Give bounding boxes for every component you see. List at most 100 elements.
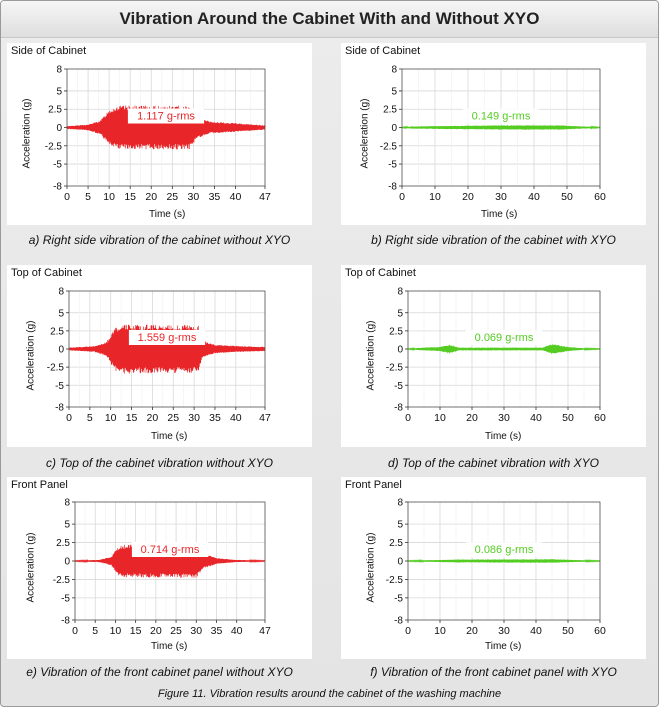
x-tick-label: 20 bbox=[462, 191, 474, 203]
x-tick-label: 10 bbox=[105, 412, 117, 424]
chart-d: 852.50-2.5-5-80 10 20 30 40 50 600.069 g-rms bbox=[386, 287, 606, 425]
y-tick-label: -8 bbox=[53, 182, 62, 193]
annotation-box bbox=[127, 108, 205, 124]
x-tick-label: 10 bbox=[434, 625, 446, 637]
y-tick-label: -8 bbox=[388, 182, 397, 193]
y-tick-label: -8 bbox=[394, 403, 403, 414]
y-tick-label: 5 bbox=[397, 308, 403, 319]
x-tick-label: 30 bbox=[498, 412, 510, 424]
x-tick-label: 35 bbox=[209, 412, 221, 424]
x-tick-label: 0 bbox=[66, 412, 72, 424]
x-tick-label: 40 bbox=[528, 191, 540, 203]
y-tick-label: 2.5 bbox=[389, 326, 403, 337]
x-tick-label: 47 bbox=[259, 412, 271, 424]
x-tick-label: 15 bbox=[126, 412, 138, 424]
caption-d: d) Top of the cabinet vibration with XYO bbox=[387, 456, 599, 470]
panel-c: Top of Cabinet Acceleration (g) Time (s)… bbox=[7, 265, 312, 447]
panel-title: Front Panel bbox=[11, 479, 68, 491]
rms-annotation: 0.086 g-rms bbox=[475, 544, 534, 556]
y-tick-label: 8 bbox=[58, 287, 64, 298]
y-tick-label: -5 bbox=[388, 160, 397, 171]
rms-annotation: 0.069 g-rms bbox=[475, 332, 534, 344]
x-axis-label: Time (s) bbox=[481, 209, 518, 220]
y-tick-label: 5 bbox=[397, 520, 403, 531]
x-tick-label: 40 bbox=[230, 412, 242, 424]
signal-series bbox=[401, 125, 601, 130]
x-tick-label: 25 bbox=[170, 625, 182, 637]
x-tick-label: 15 bbox=[124, 191, 136, 203]
y-tick-label: 5 bbox=[391, 86, 397, 97]
y-tick-label: 8 bbox=[391, 65, 397, 76]
title-bar: Vibration Around the Cabinet With and Wi… bbox=[1, 1, 658, 38]
y-tick-label: -5 bbox=[394, 593, 403, 604]
panel-d: Top of Cabinet Acceleration (g) Time (s)… bbox=[341, 265, 646, 447]
annotation-box bbox=[131, 542, 209, 557]
y-tick-label: 5 bbox=[56, 86, 62, 97]
y-tick-label: 2.5 bbox=[389, 538, 403, 549]
x-tick-label: 35 bbox=[209, 191, 221, 203]
chart-e: 852.50-2.5-5-80 5 10 15 20 25 30 35 40 470.714 g-… bbox=[53, 498, 271, 638]
annotation-box bbox=[128, 330, 206, 345]
x-axis-label: Time (s) bbox=[485, 641, 522, 652]
x-tick-label: 30 bbox=[188, 191, 200, 203]
x-tick-label: 30 bbox=[495, 191, 507, 203]
x-tick-label: 47 bbox=[259, 191, 271, 203]
x-tick-label: 10 bbox=[429, 191, 441, 203]
figure-caption: Figure 11. Vibration results around the … bbox=[157, 688, 502, 700]
signal-series bbox=[407, 558, 601, 564]
x-tick-label: 10 bbox=[103, 191, 115, 203]
y-tick-label: 0 bbox=[58, 345, 64, 356]
x-tick-label: 5 bbox=[87, 412, 93, 424]
x-tick-label: 20 bbox=[466, 412, 478, 424]
x-tick-label: 40 bbox=[231, 625, 243, 637]
y-tick-label: -8 bbox=[61, 616, 70, 627]
x-tick-label: 20 bbox=[466, 625, 478, 637]
rms-annotation: 0.714 g-rms bbox=[141, 544, 200, 556]
x-tick-label: 60 bbox=[594, 191, 606, 203]
x-tick-label: 0 bbox=[405, 625, 411, 637]
caption-b: b) Right side vibration of the cabinet w… bbox=[371, 233, 616, 247]
y-tick-label: -5 bbox=[394, 381, 403, 392]
x-tick-label: 10 bbox=[110, 625, 122, 637]
rms-annotation: 1.117 g-rms bbox=[137, 111, 195, 123]
y-tick-label: 5 bbox=[58, 308, 64, 319]
y-tick-label: 0 bbox=[391, 123, 397, 134]
y-tick-label: 8 bbox=[397, 498, 403, 509]
panel-title: Front Panel bbox=[345, 479, 402, 491]
x-tick-label: 35 bbox=[211, 625, 223, 637]
y-tick-label: -2.5 bbox=[386, 363, 404, 374]
y-tick-label: -2.5 bbox=[53, 575, 71, 586]
y-tick-label: -5 bbox=[61, 593, 70, 604]
main-title: Vibration Around the Cabinet With and Wi… bbox=[119, 9, 540, 28]
caption-f: f) Vibration of the front cabinet panel … bbox=[370, 665, 617, 679]
annotation-box bbox=[462, 108, 540, 124]
x-axis-label: Time (s) bbox=[485, 431, 522, 442]
y-tick-label: 0 bbox=[397, 345, 403, 356]
x-tick-label: 0 bbox=[64, 191, 70, 203]
y-tick-label: 2.5 bbox=[48, 105, 62, 116]
chart-f: 852.50-2.5-5-80 10 20 30 40 50 600.086 g-rms bbox=[386, 498, 606, 638]
y-tick-label: -5 bbox=[53, 160, 62, 171]
annotation-box bbox=[465, 330, 543, 345]
chart-a: 852.50-2.5-5-80 5 10 15 20 25 30 35 40 471.117 g-… bbox=[45, 65, 271, 204]
x-tick-label: 50 bbox=[562, 625, 574, 637]
x-tick-label: 0 bbox=[399, 191, 405, 203]
y-tick-label: 8 bbox=[64, 498, 70, 509]
x-tick-label: 0 bbox=[72, 625, 78, 637]
x-tick-label: 20 bbox=[147, 412, 159, 424]
panel-a: Side of Cabinet Acceleration (g) Time (s… bbox=[7, 43, 312, 225]
y-tick-label: -8 bbox=[55, 403, 64, 414]
x-tick-label: 25 bbox=[167, 412, 179, 424]
x-tick-label: 30 bbox=[498, 625, 510, 637]
y-tick-label: 0 bbox=[397, 557, 403, 568]
x-tick-label: 10 bbox=[434, 412, 446, 424]
panel-title: Side of Cabinet bbox=[11, 45, 87, 57]
x-tick-label: 40 bbox=[530, 625, 542, 637]
y-tick-label: 0 bbox=[64, 557, 70, 568]
x-axis-label: Time (s) bbox=[149, 209, 186, 220]
x-tick-label: 5 bbox=[85, 191, 91, 203]
panel-title: Side of Cabinet bbox=[345, 45, 421, 57]
x-axis-label: Time (s) bbox=[151, 431, 188, 442]
